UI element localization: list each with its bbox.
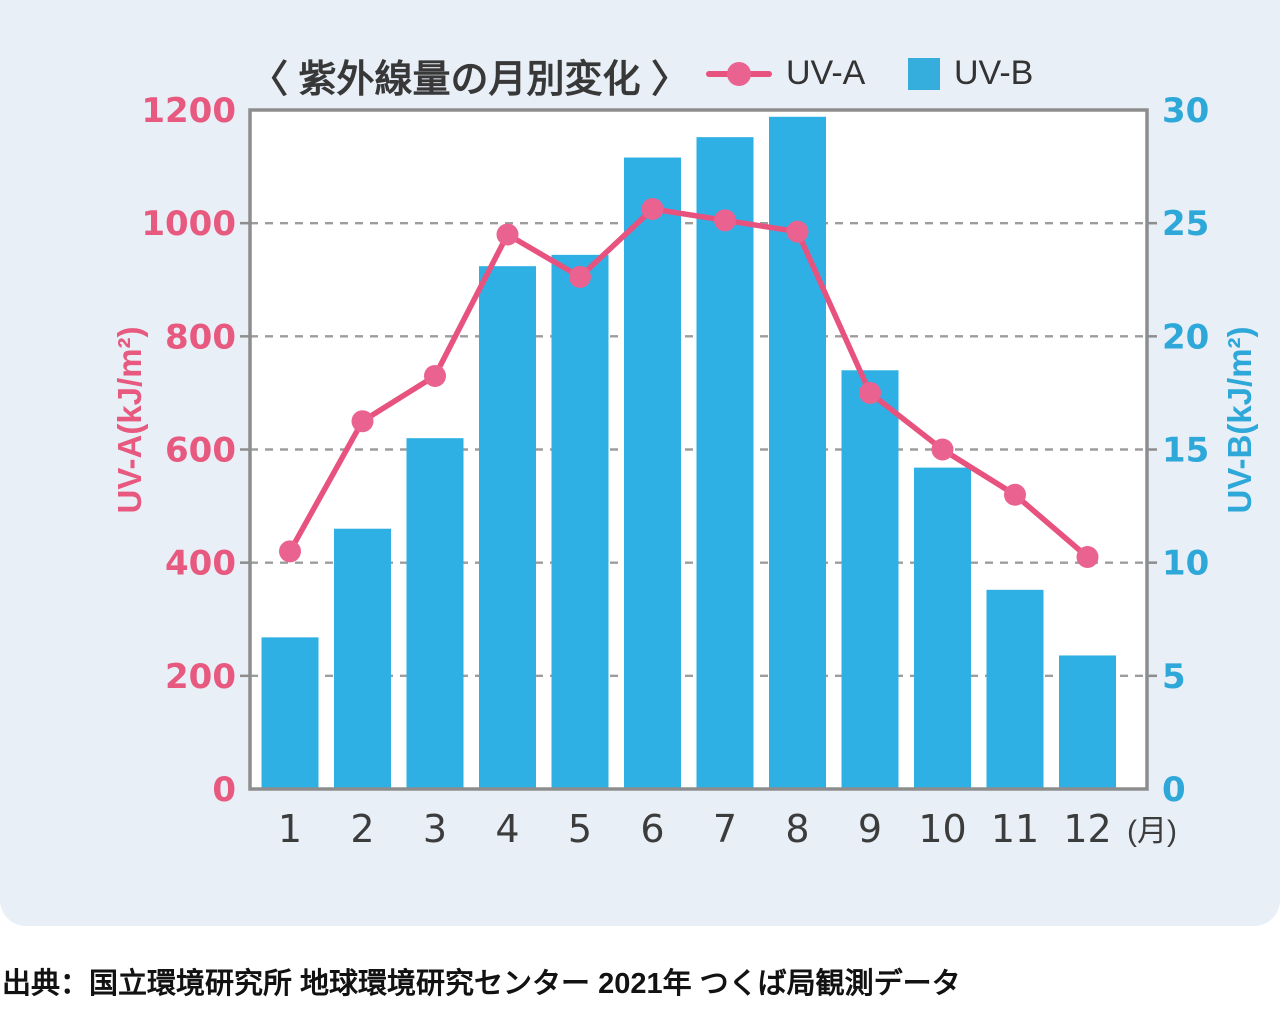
source-caption: 出典：国立環境研究所 地球環境研究センター 2021年 つくば局観測データ xyxy=(2,968,961,1000)
x-axis-unit-label: (月) xyxy=(1127,815,1177,848)
right-axis-tick-label-30: 30 xyxy=(1162,91,1209,131)
uvb-square-marker-icon xyxy=(908,57,940,90)
uva-line xyxy=(287,206,1091,560)
left-axis-tick-label-600: 600 xyxy=(165,431,236,471)
uva-marker-month-4 xyxy=(496,223,519,246)
bar-month-5 xyxy=(551,254,609,789)
right-axis-tick-label-15: 15 xyxy=(1162,431,1209,471)
uva-marker-month-3 xyxy=(424,364,446,387)
left-axis-tick-label-1000: 1000 xyxy=(141,204,236,244)
legend-label-uva: UV-A xyxy=(786,54,866,92)
x-tick-label-4: 4 xyxy=(495,807,519,851)
right-axis-tick-label-20: 20 xyxy=(1162,317,1209,357)
chart-title: 〈 紫外線量の月別変化 〉 xyxy=(250,59,690,101)
x-tick-label-9: 9 xyxy=(858,807,882,851)
left-axis-tick-label-1200: 1200 xyxy=(141,91,236,131)
x-tick-label-2: 2 xyxy=(350,807,374,851)
bar-month-6 xyxy=(624,157,681,789)
bar-month-9 xyxy=(841,370,899,789)
bar-month-7 xyxy=(696,137,754,789)
x-tick-label-3: 3 xyxy=(423,807,447,851)
uva-marker-month-12 xyxy=(1076,546,1099,569)
x-tick-label-6: 6 xyxy=(640,807,664,851)
left-axis-title: UV-A(kJ/m²) xyxy=(111,326,148,514)
uva-marker-month-9 xyxy=(859,381,881,404)
uva-marker-month-7 xyxy=(714,209,736,232)
uva-line-marker-icon xyxy=(706,61,772,86)
right-axis-tick-label-25: 25 xyxy=(1162,204,1209,244)
bar-month-8 xyxy=(769,116,826,790)
x-tick-label-12: 12 xyxy=(1063,807,1111,851)
legend-item-uvb: UV-B xyxy=(908,54,1033,93)
uva-marker-month-6 xyxy=(641,198,664,221)
left-axis-tick-label-200: 200 xyxy=(165,657,236,697)
uva-marker-month-8 xyxy=(786,220,809,243)
chart-card: 〈 紫外線量の月別変化 〉 UV-A UV-B 0 200 400 600 800 100… xyxy=(0,0,1280,926)
uva-marker-month-11 xyxy=(1004,483,1026,506)
x-tick-label-1: 1 xyxy=(278,807,302,851)
left-axis-tick-label-0: 0 xyxy=(212,770,236,810)
uva-marker-month-2 xyxy=(351,410,374,433)
legend-label-uvb: UV-B xyxy=(954,54,1034,92)
left-axis-tick-label-800: 800 xyxy=(165,317,236,357)
legend-item-uva: UV-A xyxy=(706,54,865,93)
left-axis-tick-label-400: 400 xyxy=(165,544,236,584)
bar-month-4 xyxy=(479,266,536,789)
x-tick-label-10: 10 xyxy=(918,807,966,851)
bar-month-12 xyxy=(1059,655,1116,789)
bar-month-10 xyxy=(914,467,971,789)
x-tick-label-5: 5 xyxy=(568,807,592,851)
uva-marker-month-1 xyxy=(279,540,301,563)
bar-month-1 xyxy=(261,637,319,789)
uva-marker-month-5 xyxy=(569,265,591,288)
bar-month-11 xyxy=(986,589,1044,789)
plot-frame xyxy=(248,108,1149,791)
right-axis-tick-label-0: 0 xyxy=(1162,770,1186,810)
uva-marker-month-10 xyxy=(931,438,954,461)
right-axis-tick-label-10: 10 xyxy=(1162,544,1209,584)
x-tick-label-7: 7 xyxy=(713,807,737,851)
x-tick-label-8: 8 xyxy=(785,807,809,851)
right-axis-tick-label-5: 5 xyxy=(1162,657,1186,697)
bar-month-3 xyxy=(406,438,464,789)
x-tick-label-11: 11 xyxy=(991,807,1039,851)
right-axis-title: UV-B(kJ/m²) xyxy=(1221,326,1258,514)
bar-month-2 xyxy=(334,528,391,789)
